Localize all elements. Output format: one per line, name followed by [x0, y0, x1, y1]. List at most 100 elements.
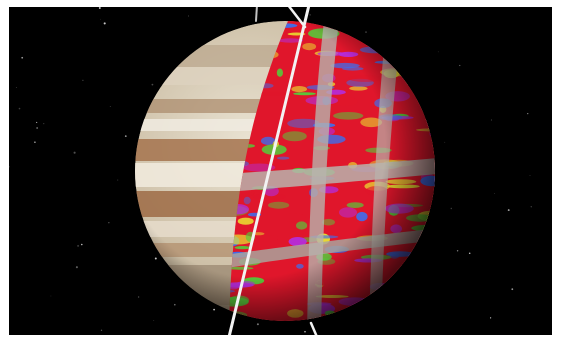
overlay-speckle: [396, 21, 424, 25]
star: [100, 18, 101, 20]
overlay-speckle: [355, 33, 375, 38]
overlay-speckle: [438, 62, 447, 65]
overlay-speckle: [410, 65, 435, 75]
overlay-speckle: [430, 54, 435, 60]
overlay-speckle: [348, 7, 359, 12]
star: [124, 135, 127, 137]
star: [437, 51, 439, 53]
overlay-speckle: [257, 9, 286, 17]
star: [365, 31, 367, 33]
star: [18, 107, 21, 110]
star: [98, 7, 101, 9]
star: [100, 329, 103, 331]
star: [489, 317, 492, 319]
star: [75, 266, 78, 269]
overlay-speckle: [339, 21, 361, 24]
overlay-speckle: [400, 270, 421, 281]
star: [15, 87, 17, 88]
overlay-speckle: [422, 259, 431, 267]
overlay-speckle: [409, 21, 417, 23]
overlay-speckle: [420, 263, 435, 269]
overlay-speckle: [430, 119, 435, 130]
overlay-speckle: [430, 7, 445, 10]
overlay-speckle: [440, 74, 457, 80]
overlay-speckle: [437, 303, 457, 311]
star: [73, 151, 76, 154]
overlay-speckle: [365, 299, 378, 309]
overlay-speckle: [419, 21, 435, 26]
overlay-speckle: [433, 230, 435, 237]
overlay-speckle: [440, 7, 453, 14]
jupiter-globe: [135, 7, 457, 324]
overlay-speckle: [401, 64, 409, 74]
overlay-speckle: [421, 99, 435, 109]
star: [21, 56, 24, 59]
star: [450, 207, 453, 210]
overlay-speckle: [429, 130, 435, 138]
overlay-speckle: [225, 7, 254, 15]
star: [527, 112, 529, 115]
overlay-speckle: [396, 45, 406, 55]
star: [151, 83, 154, 86]
overlay-speckle: [319, 7, 330, 15]
star: [43, 123, 45, 125]
star: [456, 250, 459, 252]
overlay-speckle: [389, 22, 414, 28]
star: [154, 257, 157, 260]
overlay-speckle: [384, 12, 401, 19]
star: [50, 295, 52, 297]
overlay-speckle: [402, 308, 420, 316]
star: [490, 119, 492, 121]
star: [256, 323, 259, 326]
star: [304, 330, 306, 333]
star: [174, 303, 176, 306]
overlay-speckle: [427, 31, 435, 36]
overlay-speckle: [268, 7, 279, 10]
overlay-speckle: [404, 286, 431, 294]
star: [507, 209, 510, 212]
overlay-speckle: [357, 25, 383, 37]
overlay-speckle: [424, 315, 435, 320]
overlay-speckle: [234, 21, 265, 22]
overlay-speckle: [369, 321, 390, 324]
star: [309, 14, 311, 16]
overlay-speckle: [198, 318, 221, 323]
axis-lines: [227, 7, 318, 335]
star: [459, 64, 461, 67]
overlay-speckle: [424, 260, 435, 266]
overlay-speckle: [441, 150, 448, 160]
overlay-speckle: [391, 319, 420, 321]
star: [468, 252, 471, 255]
overlay-speckle: [411, 263, 420, 267]
overlay-speckle: [387, 295, 414, 305]
overlay-speckle: [433, 211, 435, 220]
overlay-speckle: [403, 316, 411, 321]
star: [36, 121, 38, 123]
overlay-speckle: [435, 291, 447, 295]
star: [103, 22, 106, 25]
star: [82, 79, 84, 82]
star: [109, 106, 111, 108]
star: [117, 179, 119, 181]
overlay-speckle: [425, 79, 435, 87]
star: [77, 244, 80, 247]
overlay-speckle: [229, 8, 240, 17]
overlay-speckle: [229, 21, 235, 22]
overlay-speckle: [392, 24, 400, 30]
jupiter-scene-illustration: [9, 7, 532, 335]
overlay-speckle: [382, 25, 400, 31]
overlay-speckle: [361, 12, 392, 15]
star: [108, 222, 110, 224]
overlay-speckle: [359, 303, 368, 312]
overlay-speckle: [439, 276, 445, 286]
star: [36, 127, 38, 129]
overlay-speckle: [228, 7, 255, 16]
star: [494, 193, 495, 194]
star: [213, 308, 216, 311]
overlay-speckle: [391, 296, 400, 306]
star: [34, 141, 36, 144]
overlay-speckle: [343, 26, 358, 31]
star: [188, 15, 189, 17]
image-frame: [9, 7, 552, 335]
star: [9, 166, 10, 168]
